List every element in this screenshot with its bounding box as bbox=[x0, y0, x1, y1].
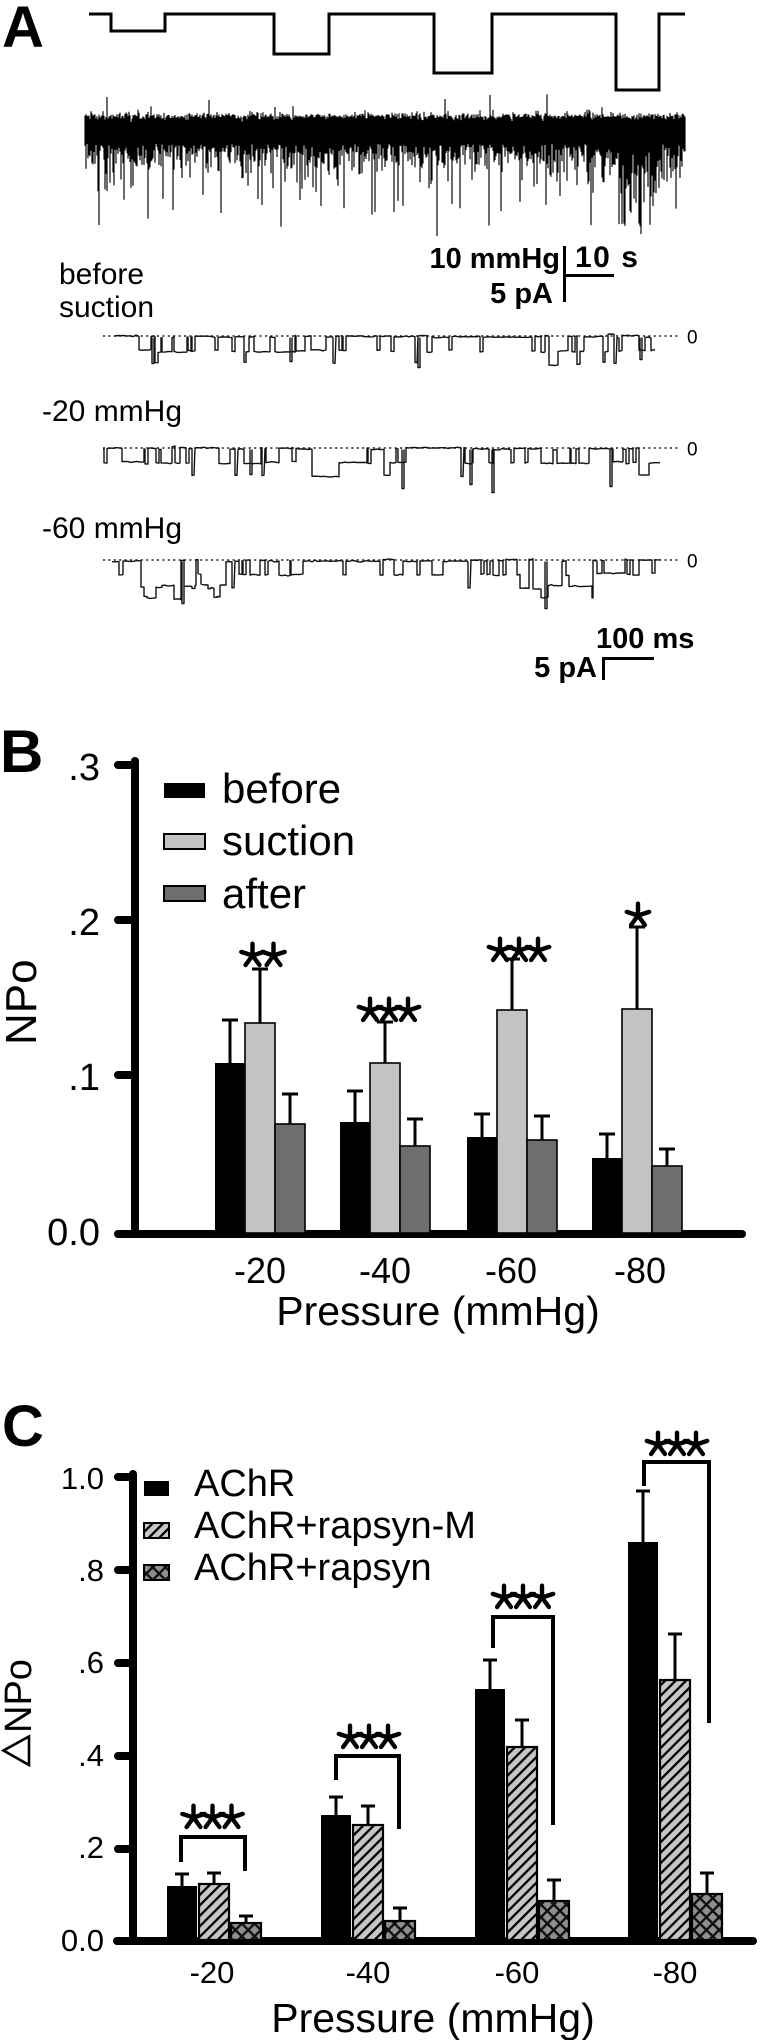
svg-text:-80: -80 bbox=[614, 1250, 666, 1291]
svg-text:NPo: NPo bbox=[0, 959, 46, 1045]
svg-text:A: A bbox=[2, 0, 44, 60]
svg-text:.3: .3 bbox=[68, 747, 100, 789]
svg-text:0.0: 0.0 bbox=[61, 1923, 104, 1958]
svg-text:-80: -80 bbox=[653, 1955, 698, 1990]
svg-text:Pressure (mmHg): Pressure (mmHg) bbox=[271, 1995, 594, 2040]
svg-text:before: before bbox=[59, 258, 144, 291]
svg-text:-40: -40 bbox=[346, 1955, 391, 1990]
svg-text:0: 0 bbox=[687, 440, 698, 461]
svg-text:.4: .4 bbox=[78, 1738, 104, 1773]
svg-text:AChR: AChR bbox=[194, 1463, 295, 1505]
svg-text:-60 mmHg: -60 mmHg bbox=[42, 512, 182, 545]
svg-text:-40: -40 bbox=[359, 1250, 411, 1291]
svg-text:0: 0 bbox=[687, 552, 698, 573]
svg-text:C: C bbox=[2, 1394, 44, 1459]
svg-text:-20: -20 bbox=[190, 1955, 235, 1990]
svg-text:.1: .1 bbox=[68, 1057, 100, 1099]
svg-text:5 pA: 5 pA bbox=[490, 278, 553, 310]
svg-text:.2: .2 bbox=[78, 1830, 104, 1865]
svg-text:after: after bbox=[222, 870, 306, 917]
svg-text:.2: .2 bbox=[68, 902, 100, 944]
svg-text:-60: -60 bbox=[485, 1250, 537, 1291]
svg-text:AChR+rapsyn: AChR+rapsyn bbox=[194, 1547, 432, 1589]
svg-text:.6: .6 bbox=[78, 1645, 104, 1680]
svg-text:0: 0 bbox=[687, 328, 698, 349]
svg-text:-20: -20 bbox=[234, 1250, 286, 1291]
svg-text:-60: -60 bbox=[495, 1955, 540, 1990]
svg-text:1.0: 1.0 bbox=[61, 1461, 104, 1496]
svg-text:suction: suction bbox=[222, 817, 355, 864]
svg-text:10 mmHg: 10 mmHg bbox=[429, 243, 560, 275]
svg-text:Pressure (mmHg): Pressure (mmHg) bbox=[276, 1288, 599, 1334]
svg-text:100 ms: 100 ms bbox=[596, 623, 694, 655]
svg-text:0.0: 0.0 bbox=[47, 1212, 100, 1254]
svg-text:-20 mmHg: -20 mmHg bbox=[42, 395, 182, 428]
svg-text:5 pA: 5 pA bbox=[534, 652, 597, 684]
svg-text:B: B bbox=[0, 718, 43, 785]
svg-text:.8: .8 bbox=[78, 1553, 104, 1588]
svg-text:AChR+rapsyn-M: AChR+rapsyn-M bbox=[194, 1505, 476, 1547]
svg-text:NPo: NPo bbox=[0, 1659, 40, 1733]
svg-text:10 s: 10 s bbox=[575, 241, 639, 274]
svg-text:suction: suction bbox=[59, 291, 154, 324]
svg-text:before: before bbox=[222, 765, 341, 812]
